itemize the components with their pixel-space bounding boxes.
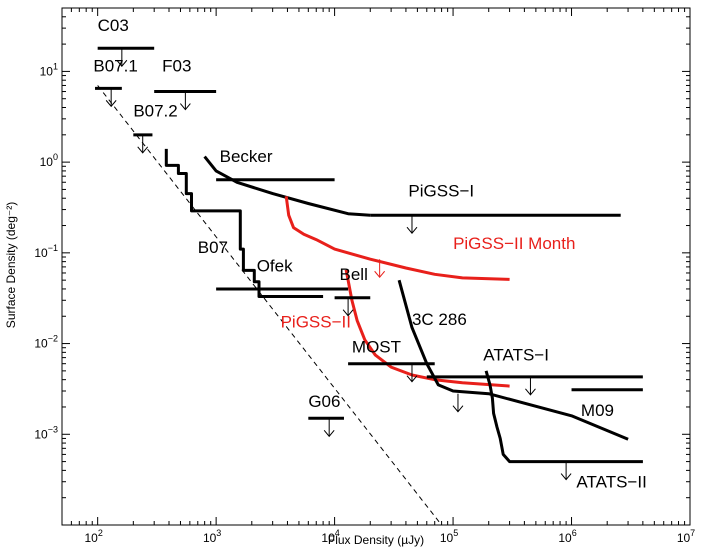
plot-frame — [61, 7, 691, 526]
most-arrow-head — [406, 375, 418, 383]
atats-i-arrow-head — [525, 388, 536, 396]
pigss-ii-label-label: PiGSS−II — [281, 313, 351, 332]
3c286-label-label: 3C 286 — [412, 310, 467, 329]
euclidean-slope-line — [97, 85, 442, 526]
atats-ii-limit-arrow-head — [560, 473, 572, 481]
g06-label: G06 — [308, 392, 340, 411]
reference-layer — [97, 85, 442, 526]
series-pigss-ii — [344, 269, 510, 388]
pigss-ii-month-limit-label: PiGSS−II Month — [453, 234, 575, 253]
series-layer — [164, 148, 643, 464]
c03-arrow-head — [116, 59, 128, 68]
pigss-ii-month-limit-arrow-head — [374, 270, 386, 279]
b07-label-label: B07 — [198, 238, 228, 257]
y-tick-label: 100 — [40, 152, 58, 169]
b07-2-arrow-head — [137, 146, 149, 154]
f03-arrow-head — [179, 103, 191, 111]
b07-1-arrow-head — [105, 100, 117, 108]
limits-layer: C03 B07.1 F03 B07.2 Becker PiGSS−I PiGSS−II Mo… — [93, 16, 646, 492]
pigss-i-limit-arrow-head — [406, 226, 418, 234]
x-tick-label: 107 — [677, 528, 695, 545]
3c286-limit-arrow-head — [452, 405, 464, 413]
g06-arrow-head — [323, 429, 335, 438]
f03-label: F03 — [162, 56, 191, 75]
y-tick-label: 101 — [40, 61, 58, 78]
x-tick-label: 105 — [440, 528, 458, 545]
y-axis-label: Surface Density (deg⁻²) — [4, 202, 18, 328]
x-tick-label: 102 — [84, 528, 102, 545]
y-tick-label: 10−2 — [34, 334, 58, 351]
y-tick-label: 10−3 — [34, 424, 58, 441]
m09-label: M09 — [581, 401, 614, 420]
atats-i-label: ATATS−I — [483, 346, 549, 365]
series-3c-286 — [397, 279, 629, 441]
x-tick-label: 106 — [558, 528, 576, 545]
atats-ii-limit-label: ATATS−II — [576, 472, 646, 491]
series-becker — [203, 155, 371, 217]
y-tick-label: 10−1 — [34, 243, 58, 260]
c03-label: C03 — [98, 16, 129, 35]
x-tick-label: 103 — [203, 528, 221, 545]
x-axis-label: Flux Density (µJy) — [328, 533, 424, 547]
becker-limit-label: Becker — [220, 147, 273, 166]
bell-label: Bell — [340, 265, 368, 284]
series-b07 — [164, 148, 324, 298]
series-pigss-ii-month — [284, 196, 510, 281]
b07-1-label: B07.1 — [93, 56, 137, 75]
bell-arrow-head — [342, 309, 354, 317]
pigss-i-limit-label: PiGSS−I — [408, 181, 474, 200]
most-label: MOST — [352, 337, 401, 356]
b07-2-label: B07.2 — [133, 101, 177, 120]
series-atats-ii — [484, 370, 643, 464]
ofek-label: Ofek — [257, 257, 293, 276]
